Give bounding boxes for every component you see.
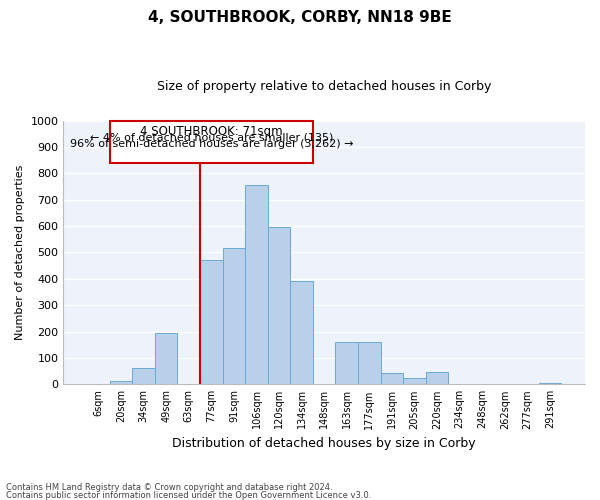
Text: 96% of semi-detached houses are larger (3,262) →: 96% of semi-detached houses are larger (…: [70, 139, 353, 149]
Bar: [290, 282, 313, 385]
FancyBboxPatch shape: [110, 120, 313, 163]
Bar: [200, 260, 223, 384]
Bar: [380, 373, 403, 384]
Bar: [358, 342, 380, 384]
Text: Contains HM Land Registry data © Crown copyright and database right 2024.: Contains HM Land Registry data © Crown c…: [6, 484, 332, 492]
Text: ← 4% of detached houses are smaller (135): ← 4% of detached houses are smaller (135…: [89, 132, 333, 142]
Bar: [268, 228, 290, 384]
Bar: [245, 185, 268, 384]
Text: Contains public sector information licensed under the Open Government Licence v3: Contains public sector information licen…: [6, 490, 371, 500]
Text: 4 SOUTHBROOK: 71sqm: 4 SOUTHBROOK: 71sqm: [140, 125, 283, 138]
Bar: [403, 378, 426, 384]
Bar: [155, 333, 178, 384]
Title: Size of property relative to detached houses in Corby: Size of property relative to detached ho…: [157, 80, 491, 93]
Bar: [335, 342, 358, 384]
Text: 4, SOUTHBROOK, CORBY, NN18 9BE: 4, SOUTHBROOK, CORBY, NN18 9BE: [148, 10, 452, 25]
X-axis label: Distribution of detached houses by size in Corby: Distribution of detached houses by size …: [172, 437, 476, 450]
Bar: [110, 381, 132, 384]
Y-axis label: Number of detached properties: Number of detached properties: [15, 164, 25, 340]
Bar: [223, 248, 245, 384]
Bar: [132, 368, 155, 384]
Bar: [539, 383, 561, 384]
Bar: [426, 372, 448, 384]
